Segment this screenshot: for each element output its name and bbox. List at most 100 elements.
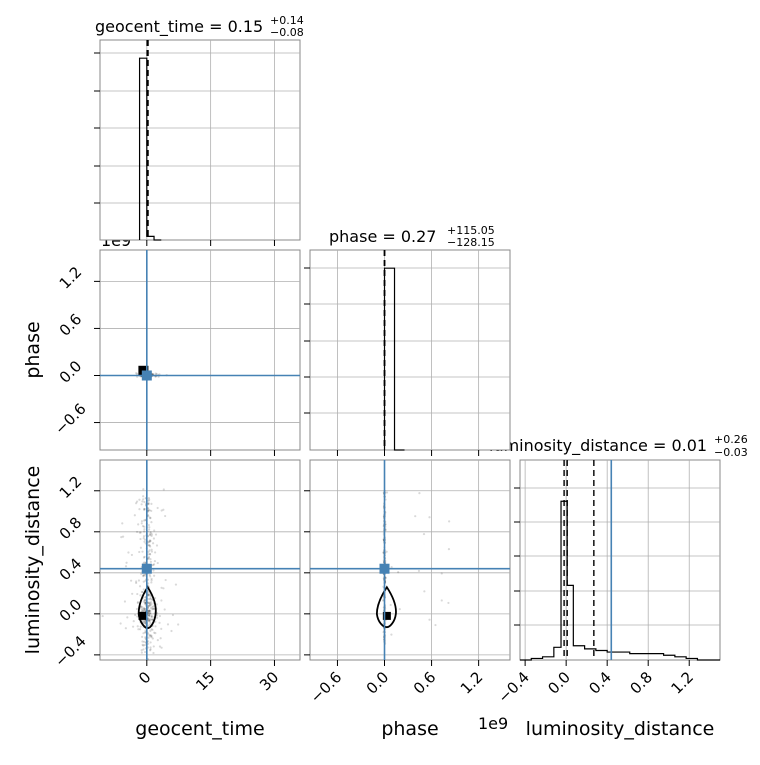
scatter-point <box>126 616 129 619</box>
title-luminosity-distance-sub: −0.03 <box>714 446 748 459</box>
gt-ld-xtick-label: 0 <box>135 668 154 687</box>
scatter-panel-geocent-time-phase: −0.6 0.0 0.6 1.2 <box>51 249 301 456</box>
scatter-point <box>150 602 153 606</box>
scatter-point <box>135 502 138 505</box>
scatter-point <box>143 500 146 504</box>
scatter-point <box>148 601 151 604</box>
scatter-point <box>152 605 155 608</box>
scatter-point <box>152 563 156 566</box>
scatter-point <box>149 545 152 548</box>
scatter-point <box>150 550 153 553</box>
scatter-point <box>148 610 151 613</box>
scatter-point <box>143 530 146 533</box>
hist-geocent-time-steps <box>138 57 162 241</box>
scatter-point <box>147 610 150 613</box>
scatter-point <box>148 544 151 547</box>
scatter-point <box>440 599 443 602</box>
scatter-point <box>142 580 145 583</box>
scatter-point <box>177 623 180 626</box>
hist-luminosity-distance-xtick-label: 1.2 <box>667 668 697 698</box>
scatter-point <box>124 565 128 568</box>
scatter-point <box>147 604 151 607</box>
scatter-point <box>164 514 167 518</box>
scatter-point <box>150 579 153 582</box>
scatter-point <box>135 530 139 534</box>
scatter-point <box>423 590 426 593</box>
hist-panel-luminosity-distance: −0.4 0.0 0.4 0.8 1.2 <box>494 459 721 707</box>
hist-panel-phase <box>304 249 511 456</box>
scatter-point <box>138 531 141 534</box>
scatter-panel-geocent-time-luminosity-distance: 0 15 30 −0.4 0.0 0.4 0.8 1.2 <box>51 459 301 694</box>
scatter-point <box>151 605 154 609</box>
scatter-point <box>150 534 153 538</box>
scatter-point <box>160 509 163 512</box>
scatter-point <box>448 520 451 523</box>
scatter-point <box>142 632 145 635</box>
scatter-point <box>142 588 145 591</box>
scatter-point <box>148 594 151 597</box>
scatter-point <box>143 607 146 610</box>
scatter-point <box>428 516 431 519</box>
scatter-point <box>152 537 156 540</box>
scatter-point <box>155 372 158 376</box>
gt-phase-ytick-label: 1.2 <box>56 263 86 293</box>
gt-ld-ytick-label: 0.0 <box>56 596 86 626</box>
scatter-point <box>142 648 145 651</box>
scatter-point <box>148 609 151 612</box>
hist-luminosity-distance-hgrid <box>520 487 720 626</box>
scatter-panel-phase-luminosity-distance-frame <box>309 459 511 661</box>
scatter-point <box>149 629 152 632</box>
scatter-point <box>144 601 147 604</box>
scatter-point <box>142 556 146 559</box>
scatter-point <box>138 498 141 501</box>
scatter-point <box>147 613 150 617</box>
scatter-point <box>135 581 138 585</box>
title-phase-main: phase = 0.27 <box>329 227 436 246</box>
scatter-point <box>139 594 142 597</box>
scatter-point <box>141 606 144 609</box>
scatter-point <box>149 516 152 519</box>
scatter-point <box>152 607 155 610</box>
scatter-point <box>143 555 146 558</box>
scatter-point <box>150 577 153 580</box>
scatter-point <box>136 601 139 605</box>
gt-ld-ytick-label: 1.2 <box>56 472 86 502</box>
title-luminosity-distance-main: luminosity_distance = 0.01 <box>489 436 707 456</box>
scatter-point <box>139 625 142 628</box>
scatter-point <box>414 515 417 518</box>
title-geocent-time-sup: +0.14 <box>270 14 304 27</box>
title-geocent-time: geocent_time = 0.15 +0.14 −0.08 <box>95 14 304 39</box>
hist-luminosity-distance-vgrid <box>524 460 690 660</box>
scatter-point <box>385 491 389 494</box>
scatter-point <box>152 645 155 648</box>
scatter-point <box>149 609 152 613</box>
scatter-point <box>142 574 146 577</box>
scatter-point <box>143 640 146 643</box>
scatter-point <box>140 572 143 575</box>
scatter-panel-geocent-time-phase-frame <box>99 249 301 451</box>
hist-luminosity-distance-xtick-label: 0.0 <box>544 668 574 698</box>
scatter-point <box>158 645 162 648</box>
title-geocent-time-main: geocent_time = 0.15 <box>95 17 263 37</box>
scatter-point <box>148 539 152 542</box>
scatter-point <box>144 573 147 576</box>
hist-phase-steps <box>383 267 405 451</box>
hist-panel-geocent-time <box>94 39 301 246</box>
scatter-point <box>144 579 147 582</box>
scatter-point <box>147 605 150 608</box>
xlabel-luminosity-distance: luminosity_distance <box>526 718 715 740</box>
scatter-point <box>155 603 158 606</box>
scatter-point <box>390 566 393 569</box>
scatter-point <box>125 561 128 564</box>
scatter-point <box>141 635 144 639</box>
hist-luminosity-distance-xtick-label: −0.4 <box>494 668 532 706</box>
scatter-point <box>150 502 153 506</box>
scatter-point <box>141 608 144 611</box>
scatter-point <box>428 618 431 621</box>
scatter-point <box>140 503 143 506</box>
scatter-point <box>147 550 150 553</box>
scatter-point <box>147 601 150 604</box>
scatter-point <box>158 614 162 618</box>
scatter-point <box>143 650 147 654</box>
scatter-point <box>149 603 152 607</box>
